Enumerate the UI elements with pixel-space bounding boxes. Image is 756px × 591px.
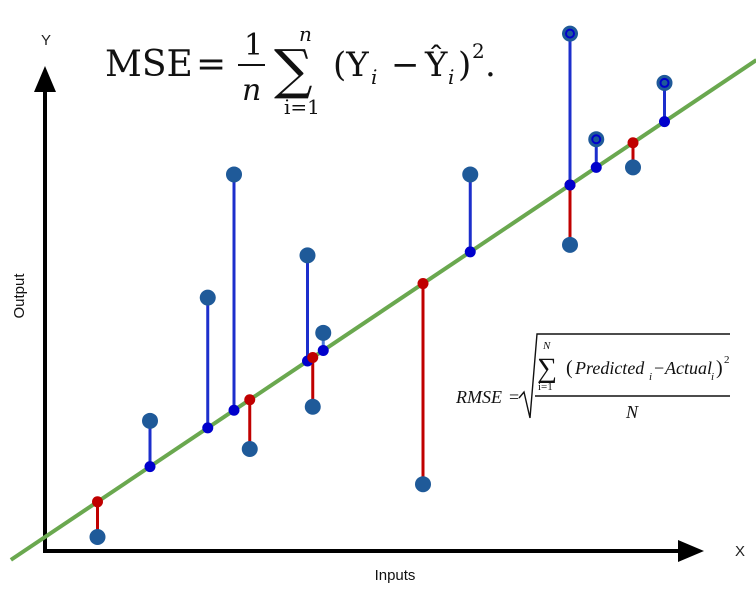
rmse-sum-bottom: i=1 [538,381,553,393]
observed-point [625,159,641,176]
x-axis-arrow-icon [678,540,704,562]
rmse-sigma-icon: ∑ [537,353,557,384]
rmse-minus: − [654,358,664,378]
rmse-close: ) [716,357,723,379]
mse-close: ) [458,45,471,85]
y-axis-title: Output [11,273,28,319]
observed-point-ring [659,77,670,88]
mse-minus: − [391,45,420,85]
mse-sub-i2: i [448,65,454,89]
observed-point [562,25,578,42]
observed-point [199,289,216,306]
rmse-lhs: RMSE [455,387,502,407]
rmse-p-sub: i [649,371,652,383]
predicted-point [464,246,476,258]
observed-point-ring [565,28,575,39]
mse-sum-top: n [299,22,312,46]
predicted-point [590,161,602,173]
mse-formula: MSE = 1 n n ∑ i=1 (Y i − Ŷ i ) 2 . [105,22,496,119]
observed-point [462,166,479,183]
mse-yhat: Ŷ [424,44,448,85]
observed-point-ring [591,134,602,145]
regression-line [9,58,756,562]
predicted-point [627,137,639,149]
mse-frac-den: n [242,73,261,108]
y-axis-letter: Y [41,32,51,49]
predicted-point [144,461,156,473]
predicted-point [244,394,256,406]
observed-point [304,398,321,415]
mse-dot: . [485,45,496,85]
observed-point [315,324,332,341]
mse-equals: = [196,44,226,85]
axes: Y X Output Inputs [11,32,745,584]
mse-frac-num: 1 [244,28,263,63]
observed-point [241,441,258,457]
predicted-point [564,179,576,191]
observed-point [89,529,106,545]
rmse-sum-top: N [542,340,551,352]
rmse-sq: 2 [724,354,730,366]
residual-lines [96,33,666,537]
observed-point [588,131,605,148]
rmse-denominator: N [625,402,639,422]
data-points [89,25,673,545]
predicted-point [228,404,240,416]
observed-point [299,247,316,264]
mse-sum-bottom: i=1 [284,95,320,119]
predicted-point [202,422,214,434]
predicted-point [307,351,319,363]
mse-lhs: MSE [105,44,193,85]
y-axis-arrow-icon [34,66,56,92]
observed-point [142,412,158,429]
observed-point [562,236,578,253]
rmse-a-sub: i [711,371,714,383]
rmse-predicted: Predicted [574,358,645,378]
mse-body: (Y [333,45,369,85]
predicted-point [417,278,429,290]
predicted-point [317,344,329,356]
rmse-equals: = [509,387,519,407]
mse-sub-i: i [371,65,377,89]
rmse-formula: RMSE = N ∑ i=1 ( Predicted i − Actual i … [455,333,730,422]
mse-sq: 2 [472,39,485,63]
observed-point [415,476,431,493]
x-axis-letter: X [735,543,745,560]
predicted-point [92,496,103,508]
x-axis-title: Inputs [375,567,416,584]
observed-point [656,74,673,91]
mse-sigma-icon: ∑ [274,38,313,101]
predicted-point [659,116,670,128]
observed-point [226,166,242,183]
rmse-radical-icon [518,333,730,419]
rmse-open: ( [566,357,573,379]
rmse-actual: Actual [664,358,712,378]
